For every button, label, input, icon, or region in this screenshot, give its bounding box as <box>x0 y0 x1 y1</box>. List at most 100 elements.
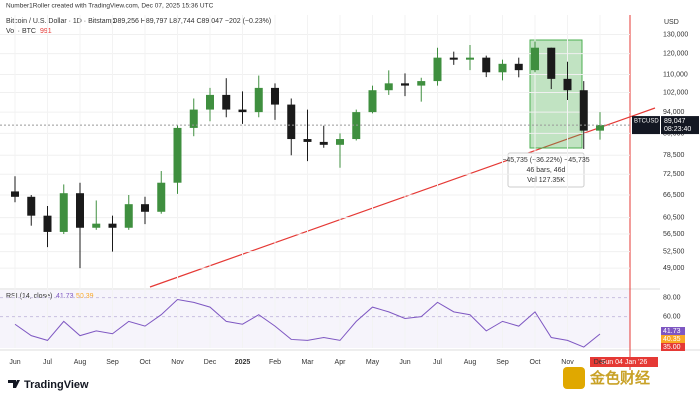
trend-line <box>149 107 656 288</box>
brand: TradingView <box>24 379 89 391</box>
x-tick-label: Jun <box>399 359 410 366</box>
rsi-tick-label: 60.00 <box>663 313 681 320</box>
candle-body <box>368 90 377 113</box>
y-tick-label: 102,000 <box>663 89 688 96</box>
candle-body <box>303 139 312 142</box>
candle-body <box>238 109 247 113</box>
price-tag-name: BTCUSD <box>634 119 659 125</box>
watermark-logo <box>563 367 585 389</box>
y-tick-label: 72,500 <box>663 171 685 178</box>
currency: USD <box>664 19 679 26</box>
candle-body <box>352 112 361 140</box>
candle-body <box>206 94 214 110</box>
chart-title: Bitcoin / U.S. Dollar · 1D · Bitstamp <box>6 18 115 25</box>
candle-body <box>531 47 539 71</box>
ohlc: O89,256 H89,797 L87,744 C89,047 −202 (−0… <box>112 18 271 25</box>
candle-body <box>92 223 101 228</box>
candle-body <box>433 57 442 82</box>
measure-text: 46 bars, 46d <box>527 167 566 174</box>
date-tag-bg <box>590 357 658 367</box>
candle-body <box>254 87 263 113</box>
candle-body <box>76 193 84 228</box>
rsi-tag: 35.00 <box>663 344 681 351</box>
candle-body <box>466 57 474 60</box>
candle-body <box>11 191 19 197</box>
rsi-title: RSI (14, close) <box>6 293 52 300</box>
x-tick-label: Sep <box>496 359 509 366</box>
candle-body <box>319 141 328 145</box>
y-tick-label: 130,000 <box>663 31 688 38</box>
date-tag: Sun 04 Jan '26 <box>601 359 648 366</box>
candle-body <box>157 182 166 212</box>
x-tick-label: Aug <box>74 359 87 366</box>
x-tick-label: Feb <box>269 359 281 366</box>
x-tick-label: Sep <box>106 359 119 366</box>
y-tick-label: 60,500 <box>663 214 685 221</box>
y-tick-label: 52,500 <box>663 248 685 255</box>
candle-body <box>579 90 588 131</box>
rsi-tag-bg <box>661 327 685 335</box>
rsi-tag: 40.35 <box>663 336 681 343</box>
candle-body <box>514 63 523 71</box>
credit: Number1Roller created with TradingView.c… <box>6 3 214 10</box>
candle-body <box>108 223 117 228</box>
brand-logo <box>8 380 20 388</box>
x-tick-label: Jul <box>433 359 442 366</box>
candle-body <box>189 109 198 128</box>
candle-body <box>498 63 507 73</box>
y-tick-label: 94,000 <box>663 109 685 116</box>
price-tag-bg <box>632 116 660 135</box>
candle-body <box>271 87 279 105</box>
price-tag-bg <box>661 116 699 135</box>
rsi-title-value: 50.39 <box>76 293 94 300</box>
candle-body <box>173 127 182 183</box>
y-tick-label: 49,000 <box>663 265 685 272</box>
candle-body <box>59 193 68 232</box>
rsi-title-value: 41.73 <box>56 293 74 300</box>
x-tick-label: 2025 <box>235 359 251 366</box>
candle-body <box>43 215 52 232</box>
candle-body <box>141 204 149 212</box>
candle-body <box>417 81 426 86</box>
volume-value: 991 <box>40 28 52 35</box>
candle-body <box>547 47 556 79</box>
candle-body <box>124 204 133 228</box>
x-tick-label: Oct <box>140 359 151 366</box>
countdown: 08:23:40 <box>664 126 691 133</box>
watermark: 金色财经 <box>589 369 650 387</box>
candle-body <box>563 78 572 91</box>
rsi-line <box>14 298 601 348</box>
x-tick-label: Aug <box>464 359 477 366</box>
candle-body <box>401 83 409 86</box>
x-tick-label: Jun <box>9 359 20 366</box>
x-tick-label: Apr <box>335 359 347 366</box>
y-tick-label: 78,500 <box>663 152 685 159</box>
price-tag: 89,047 <box>664 118 686 125</box>
x-tick-label: Dec <box>594 359 607 366</box>
rsi-tag: 41.73 <box>663 328 681 335</box>
x-tick-label: Oct <box>530 359 541 366</box>
rsi-pane <box>0 290 630 348</box>
candle-body <box>336 139 344 145</box>
x-tick-label: Dec <box>204 359 217 366</box>
y-tick-label: 56,500 <box>663 231 685 238</box>
candle-body <box>482 57 491 73</box>
candle-body <box>287 104 296 140</box>
candle-body <box>222 94 231 110</box>
candle-body <box>27 196 36 216</box>
candle-body <box>384 83 393 91</box>
y-tick-label: 66,500 <box>663 192 685 199</box>
volume-title: Vol · BTC <box>6 28 36 35</box>
y-tick-label: 110,000 <box>663 71 688 78</box>
rsi-tick-label: 80.00 <box>663 294 681 301</box>
x-tick-label: Jul <box>43 359 52 366</box>
x-tick-label: May <box>366 359 380 366</box>
y-tick-label: 120,000 <box>663 50 688 57</box>
measure-text: Vol 127.35K <box>527 177 565 184</box>
rsi-tag-bg <box>661 335 685 343</box>
x-tick-label: Nov <box>171 359 184 366</box>
x-tick-label: Mar <box>301 359 314 366</box>
x-tick-label: Nov <box>561 359 574 366</box>
candle-body <box>449 57 458 60</box>
